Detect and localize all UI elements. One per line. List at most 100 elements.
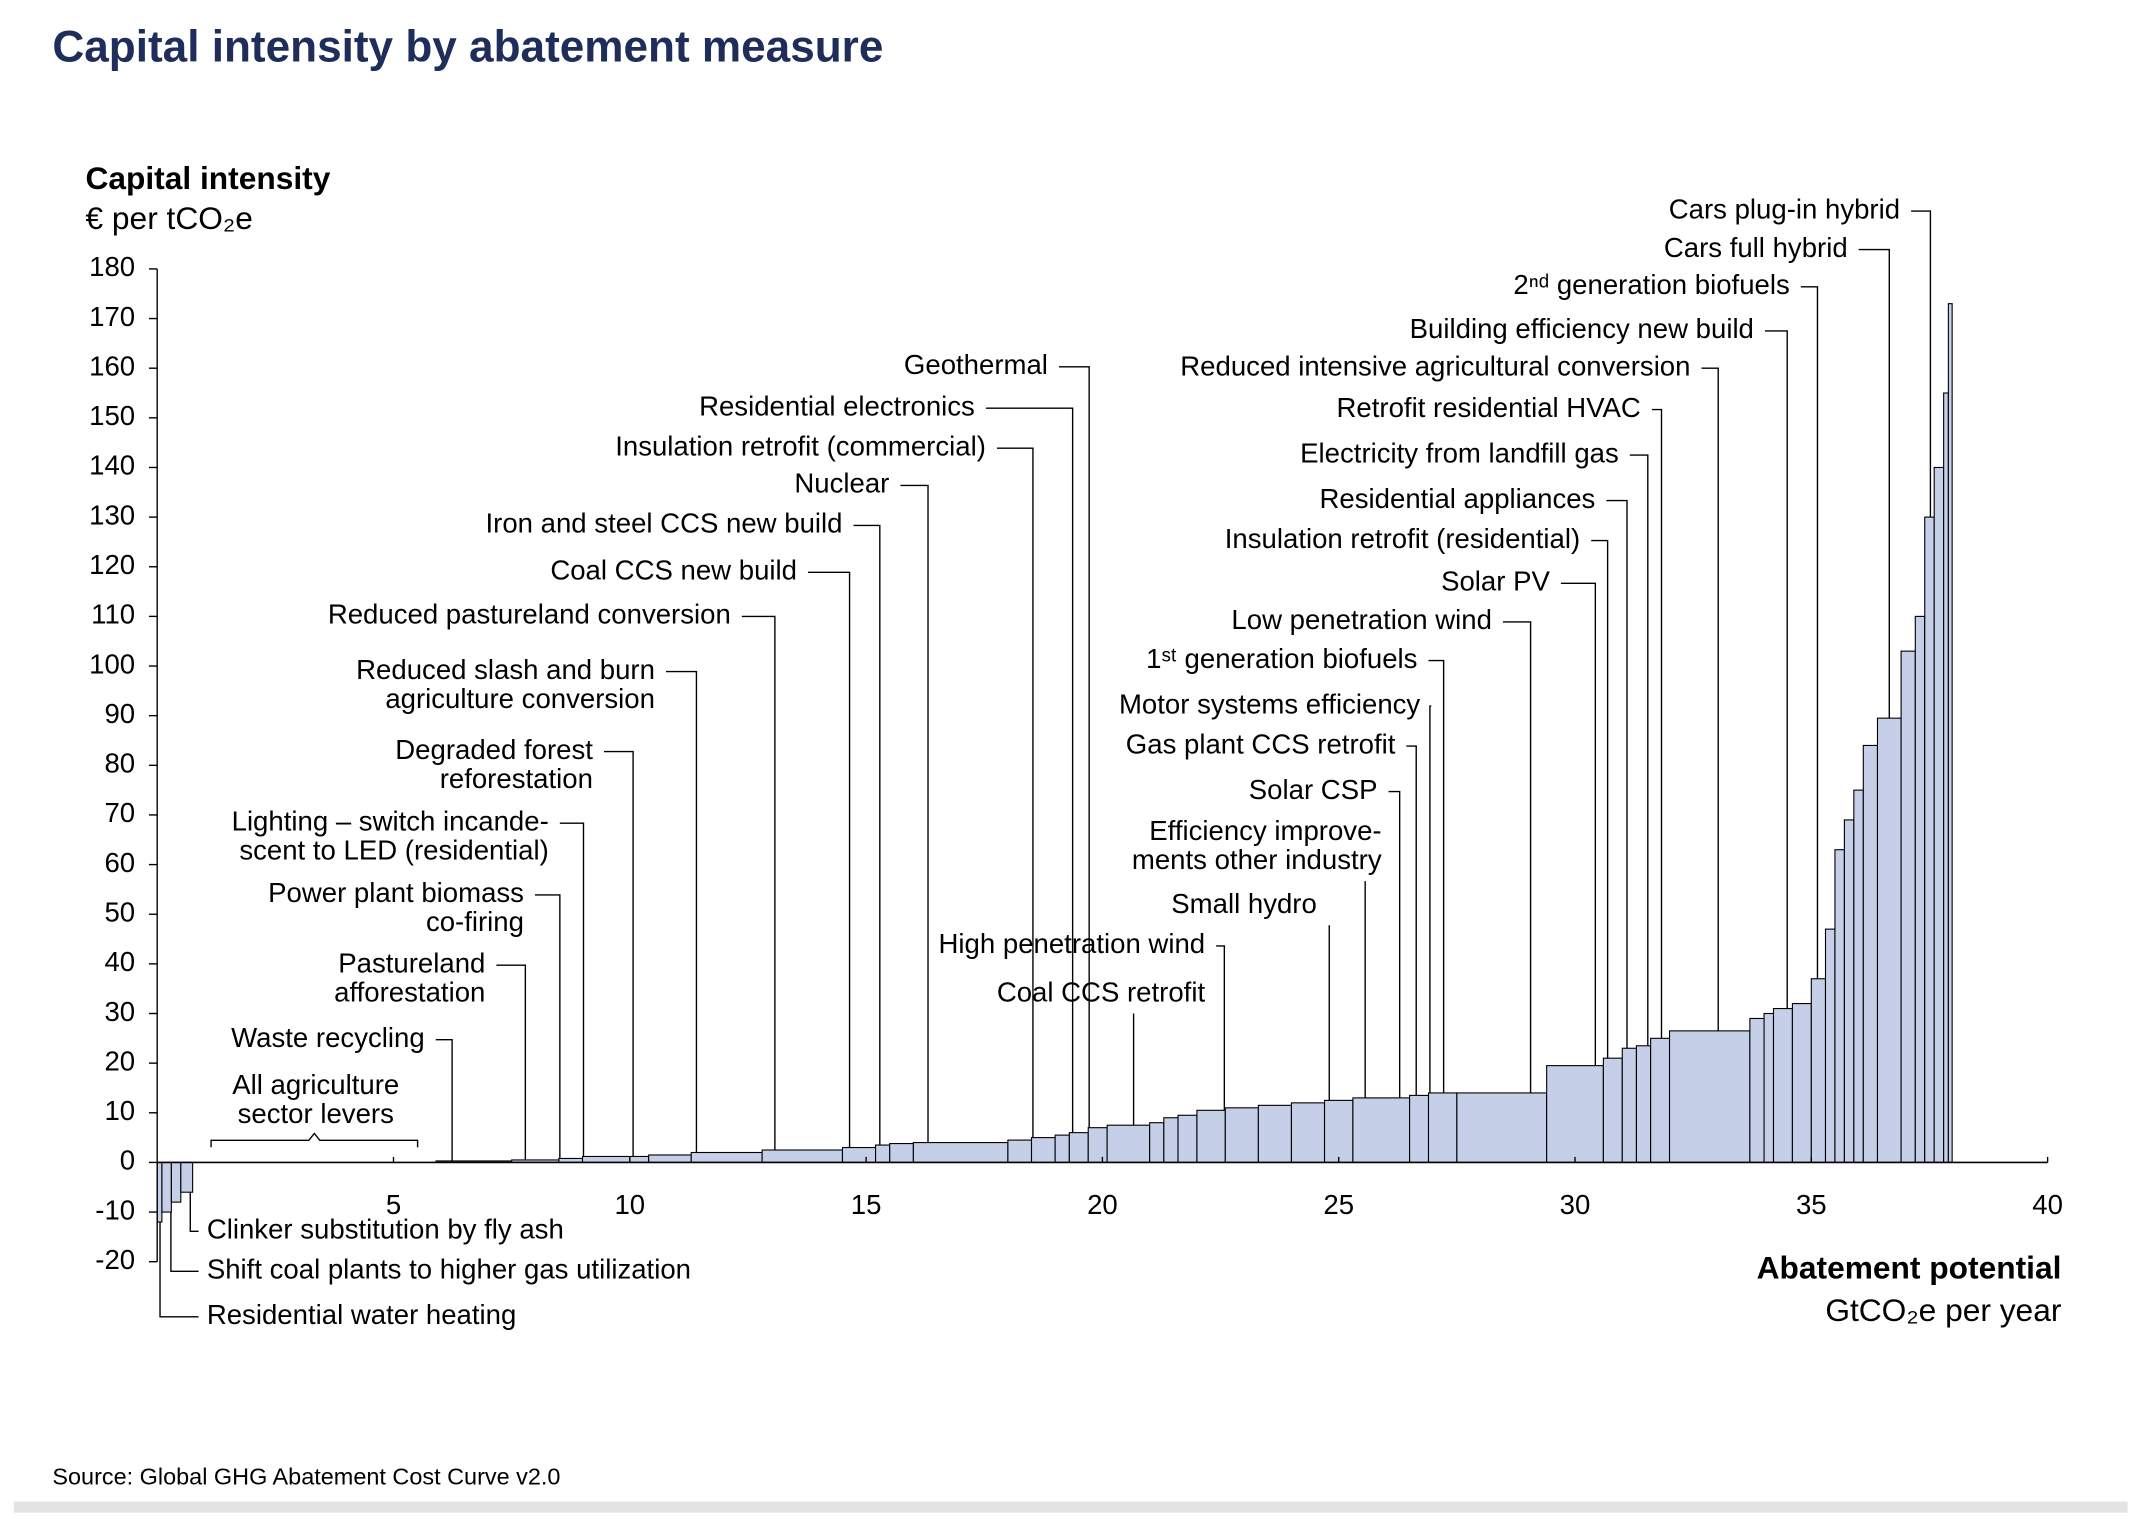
annotation-label: Residential electronics — [699, 390, 975, 421]
annotation-leader — [496, 964, 527, 1160]
bar — [156, 1161, 163, 1223]
y-tick-label: 80 — [104, 748, 135, 779]
bar — [170, 1161, 182, 1203]
y-tick-label: 20 — [104, 1045, 135, 1076]
x-axis-unit: GtCO₂e per year — [1825, 1292, 2062, 1328]
annotation-label: Retrofit residential HVAC — [1337, 392, 1641, 423]
annotation-label: Reduced intensive agricultural conversio… — [1180, 350, 1690, 381]
bar — [1947, 303, 1953, 1163]
annotation-leader — [1629, 454, 1649, 1046]
annotation-label: Iron and steel CCS new build — [486, 508, 843, 539]
annotation-leader — [435, 1039, 453, 1161]
annotation-label: Power plant biomass — [268, 877, 524, 908]
annotation-label: Motor systems efficiency — [1119, 688, 1420, 719]
annotation-leader — [1560, 582, 1597, 1066]
annotation-label: Clinker substitution by fly ash — [207, 1214, 564, 1245]
bar — [1224, 1107, 1259, 1163]
y-axis-unit: € per tCO₂e — [85, 200, 252, 236]
bar — [1177, 1114, 1198, 1163]
annotation-label: Gas plant CCS retrofit — [1126, 728, 1396, 759]
annotation-brace — [210, 1132, 419, 1148]
bar — [1668, 1030, 1751, 1163]
annotation-leader — [1911, 210, 1932, 518]
annotation-leader — [1606, 499, 1628, 1049]
annotation-leader — [1701, 367, 1719, 1031]
x-tick-label: 35 — [1796, 1189, 1827, 1220]
annotation-leader — [741, 615, 776, 1151]
y-tick-label: 70 — [104, 797, 135, 828]
annotation-label: 2ⁿᵈ generation biofuels — [1513, 269, 1789, 300]
bar — [1876, 717, 1902, 1163]
bar — [1933, 466, 1945, 1163]
x-tick-label: 40 — [2032, 1189, 2063, 1220]
bar — [1621, 1047, 1638, 1163]
source-note: Source: Global GHG Abatement Cost Curve … — [52, 1463, 560, 1489]
bar — [1290, 1102, 1326, 1163]
annotation-label: scent to LED (residential) — [239, 834, 548, 865]
footer-bar — [13, 1501, 2128, 1513]
annotation-label: Building efficiency new build — [1410, 313, 1754, 344]
y-tick-label: 50 — [104, 897, 135, 928]
y-tick-label: 0 — [120, 1145, 135, 1176]
annotation-label: Lighting – switch incande- — [232, 806, 549, 837]
bar — [1810, 978, 1827, 1163]
annotation-label: Coal CCS retrofit — [997, 976, 1206, 1007]
annotation-leader — [535, 894, 561, 1159]
annotation-leader — [1388, 790, 1401, 1098]
annotation-leader — [1428, 659, 1445, 1093]
bar — [912, 1142, 1009, 1163]
chart-title: Capital intensity by abatement measure — [52, 22, 883, 71]
annotation-leader — [1800, 286, 1819, 979]
annotation-leader — [1502, 621, 1532, 1093]
bar — [1943, 392, 1949, 1163]
x-axis-title: Abatement potential — [1757, 1249, 2062, 1285]
bar — [1546, 1065, 1604, 1163]
x-tick-label: 15 — [851, 1189, 882, 1220]
annotation-label: Reduced slash and burn — [356, 654, 655, 685]
annotation-leader — [1764, 330, 1788, 1009]
annotation-leader — [1429, 705, 1432, 1093]
bar — [1772, 1007, 1793, 1163]
y-tick-label: 110 — [91, 599, 135, 630]
y-tick-label: 10 — [104, 1095, 135, 1126]
annotation-label: Nuclear — [794, 468, 889, 499]
annotation-label: Waste recycling — [231, 1022, 425, 1053]
bar — [1007, 1139, 1033, 1163]
bar — [1834, 849, 1845, 1163]
annotation-leader — [170, 1212, 199, 1273]
annotation-leader — [1858, 248, 1890, 719]
annotation-leader — [665, 670, 698, 1153]
y-tick-label: 160 — [89, 350, 135, 381]
annotation-label: Residential water heating — [207, 1299, 517, 1330]
bar — [161, 1161, 172, 1213]
bar — [1427, 1092, 1458, 1163]
annotation-leader — [1406, 745, 1417, 1096]
y-tick-label: 130 — [89, 499, 135, 530]
y-tick-label: 60 — [104, 847, 135, 878]
y-tick-label: 140 — [89, 450, 135, 481]
annotation-label: agriculture conversion — [385, 683, 655, 714]
y-tick-label: -20 — [95, 1244, 135, 1275]
y-tick-label: 90 — [104, 698, 135, 729]
annotation-label: Pastureland — [338, 948, 485, 979]
bar — [581, 1155, 650, 1163]
annotation-label: Solar CSP — [1249, 774, 1378, 805]
bar — [841, 1146, 877, 1163]
bar — [1914, 615, 1926, 1163]
bar — [1409, 1094, 1430, 1163]
annotation-label: afforestation — [334, 976, 485, 1007]
annotation-label: Efficiency improve- — [1149, 815, 1381, 846]
bar — [1749, 1017, 1765, 1163]
annotation-label: High penetration wind — [939, 928, 1206, 959]
annotation-leader — [808, 571, 851, 1148]
x-tick-label: 20 — [1087, 1189, 1118, 1220]
y-tick-label: 30 — [104, 996, 135, 1027]
bar — [761, 1149, 844, 1163]
y-tick-label: 40 — [104, 946, 135, 977]
annotation-label: Electricity from landfill gas — [1300, 437, 1619, 468]
y-tick-label: 100 — [89, 648, 135, 679]
bar — [1163, 1117, 1179, 1163]
bar — [1602, 1057, 1623, 1163]
